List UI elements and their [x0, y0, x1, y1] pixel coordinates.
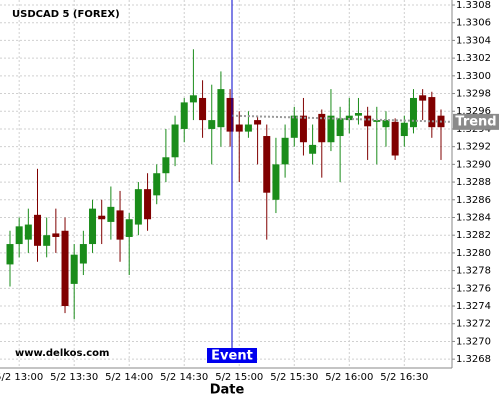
y-tick-label: 1.3270 — [456, 336, 491, 347]
candle-body — [43, 235, 51, 246]
y-tick-label: 1.3292 — [456, 142, 491, 153]
candle-body — [263, 136, 271, 193]
candle-body — [34, 214, 42, 246]
x-tick-label: 5/2 16:00 — [325, 372, 373, 383]
candle-body — [217, 89, 225, 128]
candle-body — [15, 226, 23, 245]
trend-label-box — [453, 113, 499, 130]
x-tick-label: 5/2 13:00 — [0, 372, 43, 383]
candle-body — [272, 164, 280, 200]
candle-body — [61, 230, 69, 307]
candle-body — [107, 206, 115, 222]
candle-body — [235, 124, 243, 132]
candle-body — [382, 120, 390, 128]
y-tick-label: 1.3298 — [456, 89, 491, 100]
x-axis-title: Date — [210, 383, 245, 398]
y-tick-label: 1.3296 — [456, 106, 491, 117]
candle-body — [171, 124, 179, 158]
candle-body — [309, 144, 317, 154]
candle-body — [70, 254, 78, 284]
trend-line — [231, 114, 453, 123]
chart-title: USDCAD 5 (FOREX) — [12, 9, 120, 20]
y-tick-label: 1.3272 — [456, 319, 491, 330]
y-tick-label: 1.3268 — [456, 354, 491, 365]
candle-body — [98, 215, 106, 220]
y-tick-label: 1.3288 — [456, 177, 491, 188]
x-tick-label: 5/2 16:30 — [380, 372, 428, 383]
y-tick-label: 1.3300 — [456, 71, 491, 82]
event-label-box — [207, 348, 257, 363]
x-tick-label: 5/2 15:00 — [215, 372, 263, 383]
y-tick-label: 1.3304 — [456, 35, 491, 46]
candle-body — [244, 124, 252, 132]
candle-body — [364, 115, 372, 127]
candle-body — [153, 173, 161, 196]
candle-body — [116, 210, 124, 240]
candle-body — [208, 120, 216, 129]
candle-body — [52, 233, 60, 237]
candle-body — [373, 120, 381, 122]
y-tick-label: 1.3308 — [456, 0, 491, 11]
watermark: www.delkos.com — [15, 348, 109, 359]
y-tick-label: 1.3282 — [456, 230, 491, 241]
y-tick-label: 1.3290 — [456, 159, 491, 170]
candle-body — [254, 120, 262, 125]
x-tick-label: 5/2 14:00 — [105, 372, 153, 383]
candle-body — [79, 244, 87, 264]
x-tick-label: 5/2 13:30 — [50, 372, 98, 383]
y-tick-label: 1.3302 — [456, 53, 491, 64]
candle-body — [6, 244, 14, 265]
candle-body — [428, 97, 436, 128]
candle-body — [409, 97, 417, 128]
candle-body — [318, 113, 326, 143]
x-tick-label: 5/2 14:30 — [160, 372, 208, 383]
candle-body — [327, 115, 335, 143]
candle-body — [134, 189, 142, 225]
y-tick-label: 1.3278 — [456, 266, 491, 277]
y-tick-label: 1.3286 — [456, 195, 491, 206]
y-tick-label: 1.3284 — [456, 212, 491, 223]
candle-body — [125, 219, 133, 237]
candle-body — [400, 122, 408, 137]
trend-label: Trend — [455, 114, 496, 129]
candle-body — [89, 208, 97, 245]
candle-body — [290, 115, 298, 138]
event-label: Event — [211, 349, 253, 364]
candle-body — [419, 95, 427, 101]
candle-body — [24, 224, 32, 240]
y-tick-label: 1.3306 — [456, 18, 491, 29]
candle-body — [144, 189, 152, 220]
candle-body — [180, 102, 188, 129]
candle-body — [299, 115, 307, 143]
y-tick-label: 1.3280 — [456, 248, 491, 259]
candle-body — [281, 137, 289, 165]
candle-body — [391, 121, 399, 156]
candle-body — [199, 97, 207, 121]
y-tick-label: 1.3276 — [456, 283, 491, 294]
y-tick-label: 1.3274 — [456, 301, 491, 312]
candle-body — [345, 115, 353, 121]
candle-body — [226, 97, 234, 132]
candle-body — [189, 95, 197, 103]
x-tick-label: 5/2 15:30 — [270, 372, 318, 383]
candle-body — [354, 113, 362, 116]
candle-body — [336, 118, 344, 137]
candle-body — [162, 157, 170, 174]
